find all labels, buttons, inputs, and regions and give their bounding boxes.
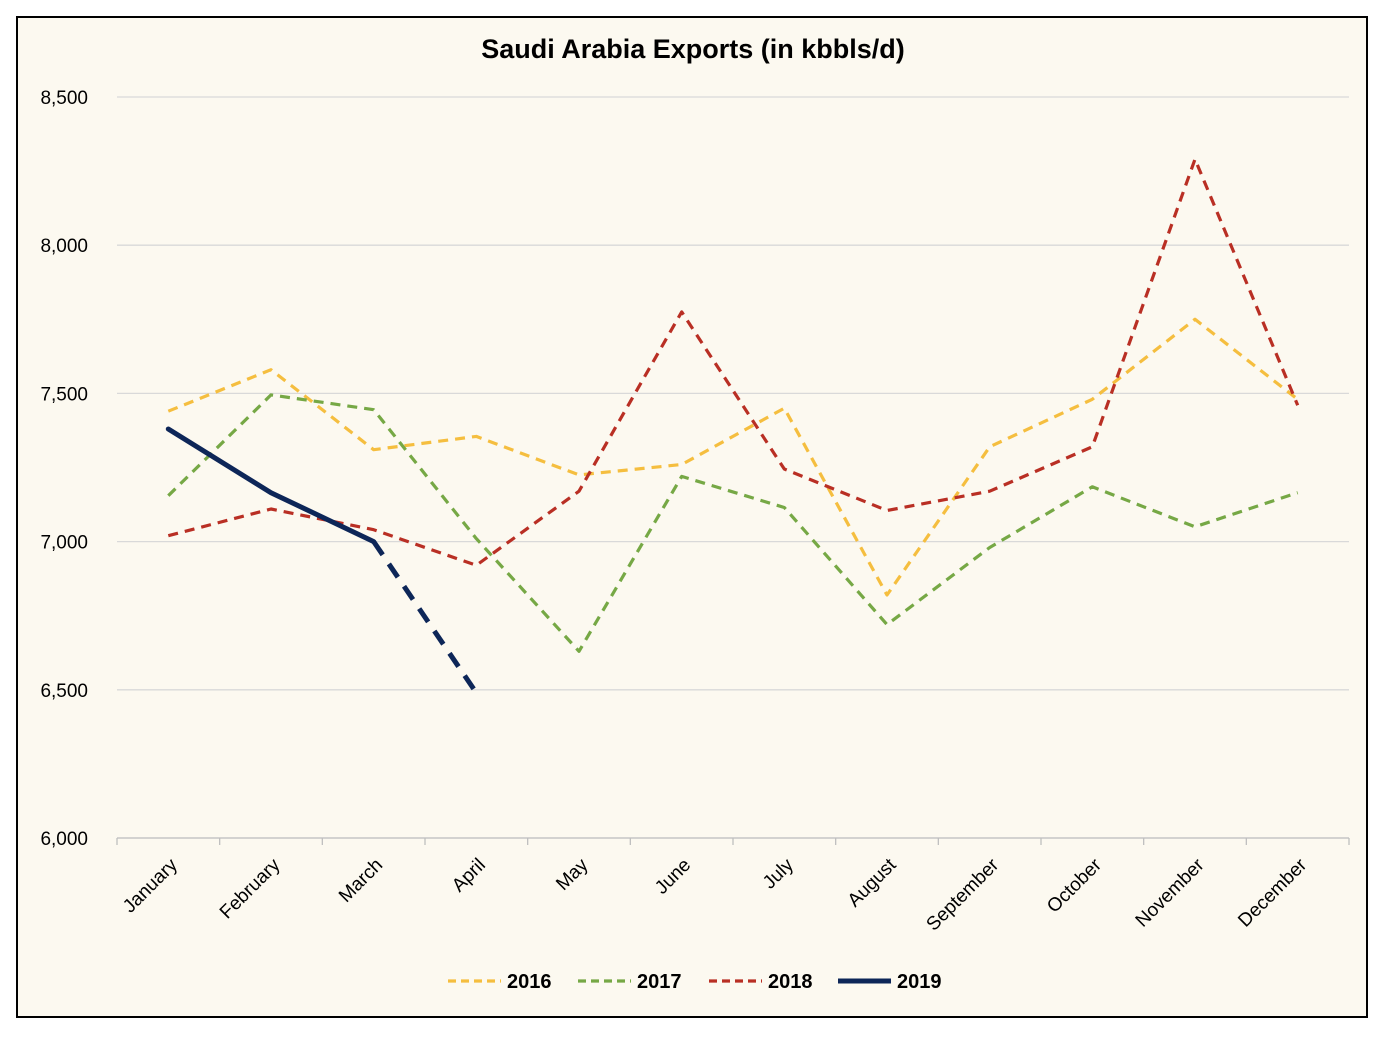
gridlines: [117, 96, 1349, 839]
legend: 2016 2017 2018 2019: [448, 971, 942, 993]
x-tick-label: June: [651, 855, 695, 899]
series-lines: [165, 157, 1300, 695]
legend-label-2016: 2016: [507, 971, 552, 993]
y-tick-label: 7,000: [40, 533, 88, 554]
x-tick-label: May: [552, 854, 593, 895]
y-axis-ticks: 6,000 6,500 7,000 7,500 8,000 8,500: [40, 88, 88, 850]
x-tick-label: March: [335, 855, 387, 907]
x-tick-label: February: [216, 854, 285, 923]
series-2019-line: [165, 426, 377, 545]
x-tick-label: August: [844, 854, 901, 911]
x-tick-label: November: [1132, 854, 1209, 931]
x-tick-label: April: [448, 855, 490, 897]
y-tick-label: 6,500: [40, 681, 88, 702]
x-tick-label: September: [923, 854, 1004, 935]
chart-title: Saudi Arabia Exports (in kbbls/d): [481, 34, 905, 64]
x-tick-label: January: [119, 854, 182, 917]
series-2019-projection: [371, 540, 479, 695]
y-tick-label: 8,500: [40, 88, 88, 109]
y-tick-label: 7,500: [40, 384, 88, 405]
x-tick-label: July: [759, 854, 798, 893]
legend-label-2017: 2017: [637, 971, 682, 993]
x-tick-label: December: [1234, 854, 1311, 931]
x-axis: January February March April May June July Augu…: [116, 837, 1350, 935]
y-tick-label: 8,000: [40, 236, 88, 257]
legend-label-2019: 2019: [897, 971, 942, 993]
series-2018-line: [167, 157, 1300, 567]
x-tick-label: October: [1043, 854, 1106, 917]
series-2016-line: [167, 317, 1299, 597]
y-tick-label: 6,000: [40, 829, 88, 850]
legend-label-2018: 2018: [768, 971, 813, 993]
series-2017-line: [167, 393, 1299, 653]
